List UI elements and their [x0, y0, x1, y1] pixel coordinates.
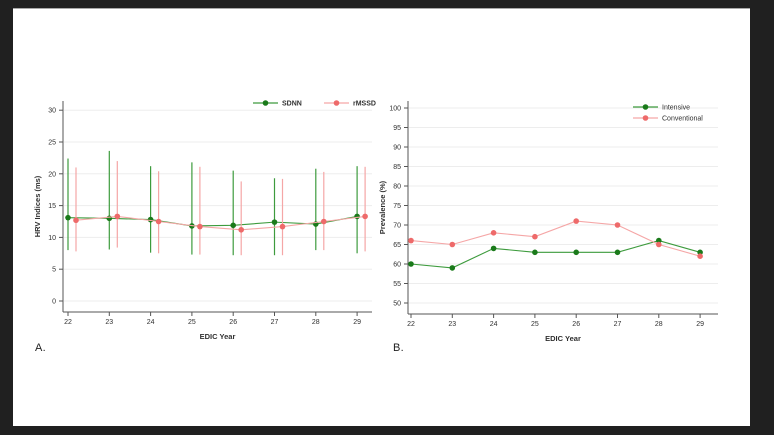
series-Conventional	[408, 218, 703, 259]
y-tick-label: 90	[393, 145, 401, 152]
x-tick-label: 29	[696, 321, 704, 328]
data-point	[656, 237, 662, 244]
y-tick-label: 10	[48, 235, 56, 242]
data-point	[155, 218, 162, 225]
x-tick-label: 29	[353, 319, 361, 326]
data-point	[449, 241, 456, 248]
y-tick-label: 100	[389, 106, 401, 113]
y-axis-label: Prevalence (%)	[378, 180, 387, 234]
legend-marker	[333, 100, 340, 106]
series-SDNN	[65, 150, 360, 256]
x-axis-label: EDIC Year	[200, 332, 236, 341]
data-point	[697, 249, 703, 256]
legend-label: Conventional	[662, 116, 703, 123]
y-axis: 50 55 60 65 70 75 80 85 90 95 100 Prevalence (%)	[378, 101, 409, 314]
y-axis: 0 5 10 15 20 25 30 HRV Indices (ms)	[33, 101, 64, 312]
legend-marker	[642, 115, 649, 121]
data-point	[114, 213, 121, 220]
data-point	[65, 214, 71, 221]
gridlines	[409, 107, 718, 304]
x-axis-label: EDIC Year	[545, 334, 581, 343]
x-tick-label: 26	[572, 321, 580, 328]
y-tick-label: 30	[48, 108, 56, 115]
data-point	[697, 253, 703, 259]
data-point	[408, 261, 414, 267]
y-axis-label: HRV Indices (ms)	[33, 175, 42, 237]
legend: Intensive Conventional	[633, 104, 703, 123]
data-point	[271, 219, 278, 225]
y-tick-label: 20	[48, 171, 56, 178]
data-point	[147, 216, 154, 223]
x-tick-label: 25	[531, 321, 539, 328]
y-tick-label: 75	[393, 203, 401, 210]
data-point	[279, 223, 286, 230]
data-point	[73, 217, 79, 224]
x-tick-label: 27	[614, 321, 622, 328]
y-tick-label: 95	[393, 125, 401, 132]
legend-label: Intensive	[662, 105, 690, 112]
x-axis: 22 23 24 25 26 27 28 29 EDIC Year	[407, 313, 718, 343]
figure-panel: 0 5 10 15 20 25 30 HRV Indices (ms) 22 23 24 25 26 27…	[13, 8, 750, 426]
x-tick-label: 27	[271, 319, 279, 326]
data-point	[106, 215, 113, 222]
series-rMSSD	[73, 161, 368, 256]
y-tick-label: 70	[393, 223, 401, 230]
chart-a-hrv-indices: 0 5 10 15 20 25 30 HRV Indices (ms) 22 23 24 25 26 27…	[33, 100, 376, 341]
data-point	[449, 265, 456, 271]
y-tick-label: 80	[393, 184, 401, 191]
panel-label-b: B.	[393, 342, 404, 354]
legend-label: rMSSD	[353, 101, 376, 108]
data-point	[408, 237, 414, 244]
x-axis: 22 23 24 25 26 27 28 29 EDIC Year	[63, 311, 372, 341]
data-point	[490, 245, 497, 252]
panel-label-a: A.	[35, 342, 46, 354]
legend: SDNN rMSSD	[253, 100, 376, 108]
series-line	[410, 240, 701, 269]
x-tick-label: 22	[64, 319, 72, 326]
y-tick-label: 50	[393, 301, 401, 308]
series-line	[75, 215, 366, 231]
data-point	[362, 213, 368, 220]
y-tick-label: 0	[52, 299, 56, 306]
y-tick-label: 5	[52, 267, 56, 274]
x-tick-label: 28	[655, 321, 663, 328]
data-point	[614, 249, 621, 256]
y-tick-label: 65	[393, 242, 401, 249]
x-tick-label: 24	[490, 321, 498, 328]
data-point	[656, 241, 662, 248]
y-tick-label: 25	[48, 140, 56, 147]
x-tick-label: 25	[188, 319, 196, 326]
y-tick-label: 85	[393, 164, 401, 171]
data-point	[238, 226, 244, 233]
x-tick-label: 28	[312, 319, 320, 326]
data-point	[490, 230, 497, 236]
x-tick-label: 23	[448, 321, 456, 328]
y-tick-label: 15	[48, 203, 56, 210]
data-point	[532, 233, 538, 240]
data-point	[614, 222, 621, 228]
gridlines	[64, 109, 372, 302]
x-tick-label: 26	[229, 319, 237, 326]
y-tick-label: 55	[393, 281, 401, 288]
series-Intensive	[408, 237, 703, 271]
legend-marker	[262, 100, 269, 106]
data-point	[532, 249, 538, 256]
data-point	[197, 223, 203, 230]
data-point	[573, 249, 579, 256]
legend-marker	[642, 104, 649, 110]
x-tick-label: 22	[407, 321, 415, 328]
x-tick-label: 23	[105, 319, 113, 326]
series-line	[410, 220, 701, 257]
data-point	[321, 218, 327, 225]
legend-label: SDNN	[282, 101, 302, 108]
data-point	[230, 222, 236, 229]
y-tick-label: 60	[393, 262, 401, 269]
data-point	[354, 213, 360, 220]
x-tick-label: 24	[147, 319, 155, 326]
data-point	[573, 218, 579, 224]
